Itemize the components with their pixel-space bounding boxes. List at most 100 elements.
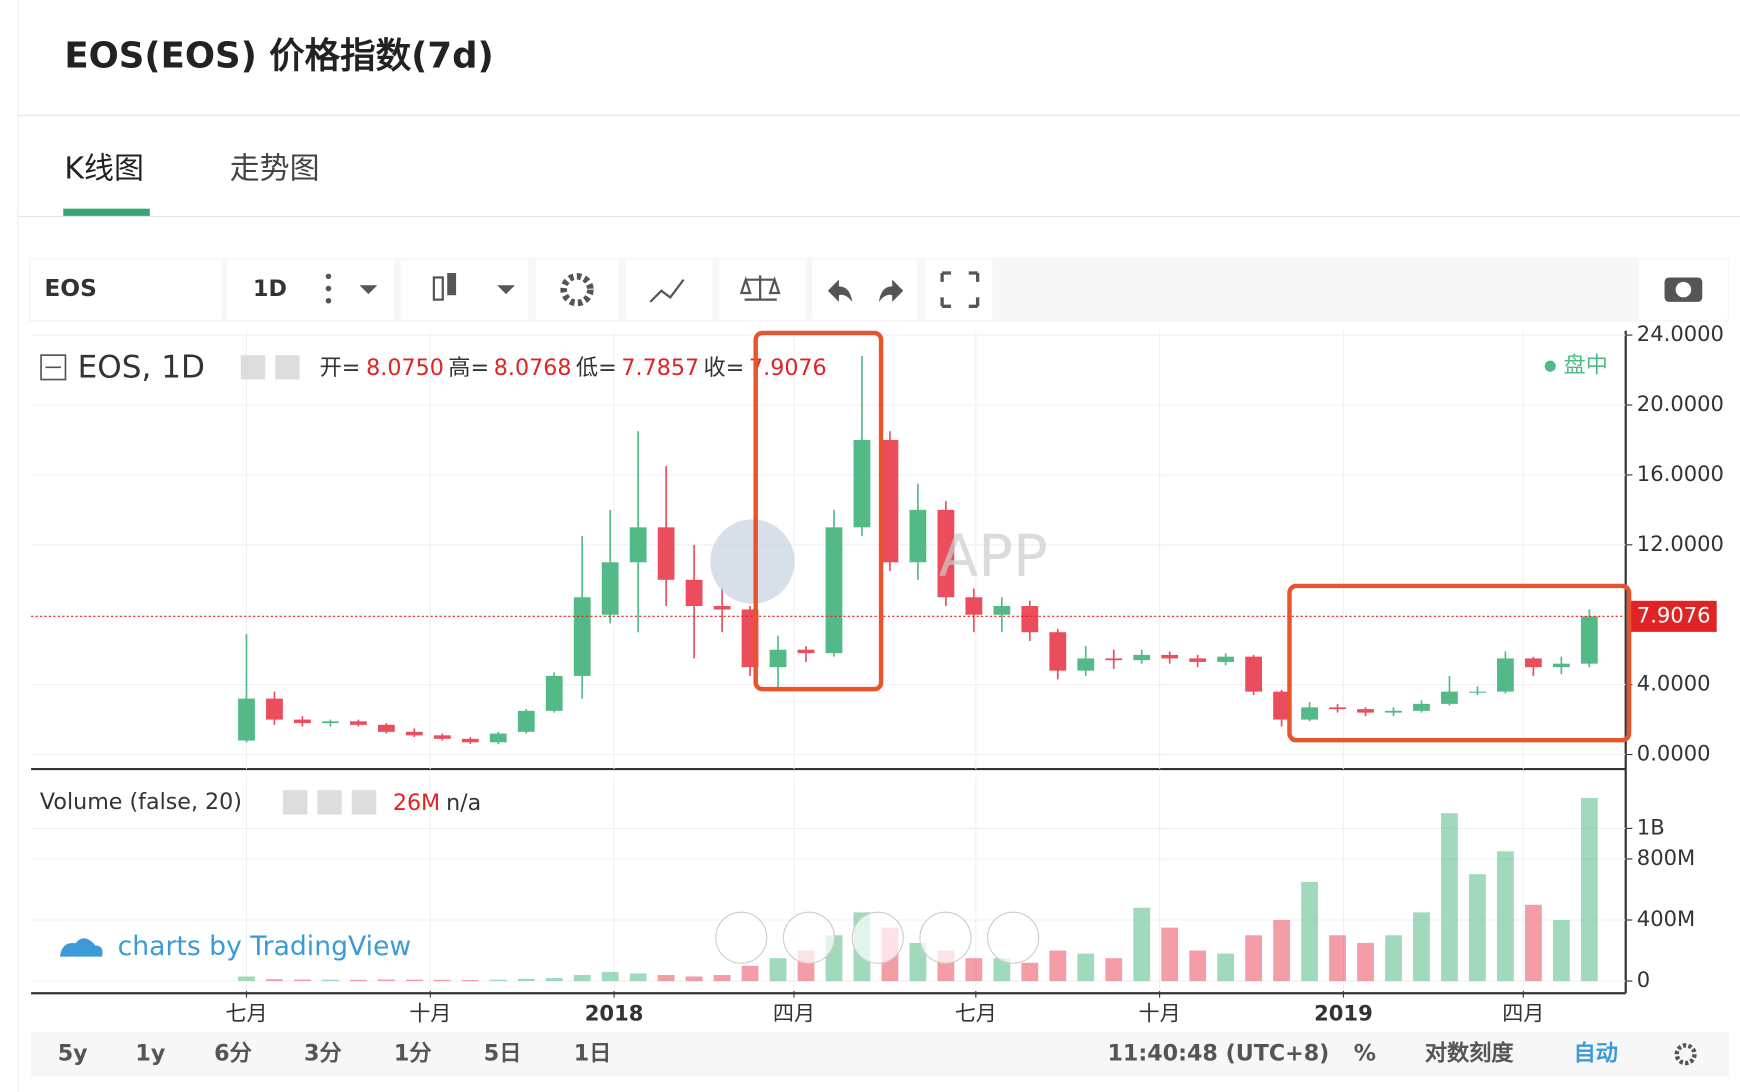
- range-btn[interactable]: 5y: [58, 1041, 88, 1067]
- icon: [497, 285, 515, 295]
- volume-value: 26M: [393, 790, 440, 816]
- icon: [940, 271, 980, 308]
- legend-value: 7.7857: [621, 355, 699, 381]
- watermark-logo: [710, 519, 795, 604]
- candle-body: [881, 439, 899, 563]
- volume-bar: [573, 974, 591, 982]
- volume-bar: [1049, 950, 1067, 982]
- y-tick-label: 0: [1637, 967, 1650, 992]
- candle-body: [909, 509, 927, 563]
- volume-extra: n/a: [446, 790, 481, 816]
- scroll-left[interactable]: [715, 911, 768, 964]
- candle-body: [377, 724, 395, 732]
- volume-bar: [1021, 962, 1039, 982]
- range-btn[interactable]: 3分: [304, 1041, 342, 1067]
- candle-body: [1189, 658, 1207, 662]
- volume-bar: [322, 979, 339, 982]
- range-btn[interactable]: 5日: [484, 1041, 522, 1067]
- volume-bar: [1357, 942, 1374, 982]
- candle-body: [1161, 654, 1179, 659]
- icon: [447, 273, 457, 296]
- zoom-out[interactable]: [782, 911, 836, 964]
- candle-body: [825, 527, 843, 654]
- x-tick-label: 四月: [1502, 1000, 1544, 1025]
- candle-body: [853, 439, 871, 528]
- candle-body: [1413, 703, 1430, 711]
- eye-icon[interactable]: [240, 355, 266, 380]
- range-btn[interactable]: 1分: [394, 1041, 432, 1067]
- scroll-right[interactable]: [987, 911, 1040, 964]
- tab[interactable]: K线图: [64, 151, 144, 186]
- range-btn[interactable]: 1日: [574, 1041, 612, 1067]
- icon: [739, 275, 781, 301]
- x-tick-label: 2019: [1314, 1000, 1373, 1025]
- icon: [325, 297, 332, 304]
- volume-bar: [266, 979, 283, 982]
- volume-bar: [405, 979, 423, 982]
- candle-body: [461, 738, 479, 743]
- highlight-box: [1287, 583, 1632, 743]
- plot-layer: 0.0000 4.0000 12.0000 16.0000 20.0000 24.0000…: [31, 321, 1724, 1025]
- candle-body: [601, 562, 619, 615]
- candle-body: [1105, 658, 1123, 661]
- icon: [649, 279, 685, 303]
- candle-body: [1497, 658, 1514, 692]
- toolbar: EOS 1D: [28, 257, 1729, 322]
- range-btn[interactable]: 1y: [135, 1041, 165, 1067]
- candle-body: [657, 527, 675, 580]
- percent-btn[interactable]: %: [1354, 1041, 1376, 1067]
- candle-body: [1273, 691, 1290, 720]
- volume-bar: [601, 971, 619, 982]
- y-tick-label: 1B: [1637, 814, 1665, 839]
- page-title: EOS(EOS) 价格指数(7d): [64, 36, 493, 77]
- credit[interactable]: charts by TradingView: [118, 931, 412, 962]
- auto-btn[interactable]: 自动: [1574, 1041, 1618, 1067]
- x-tick-label: 十月: [409, 1000, 451, 1025]
- fullscreen-btn[interactable]: [925, 259, 993, 320]
- x-tick-label: 七月: [955, 1000, 997, 1025]
- reset[interactable]: [851, 911, 904, 964]
- legend-value: 8.0768: [494, 355, 572, 381]
- candle-body: [629, 527, 647, 563]
- zoom-in[interactable]: [919, 911, 972, 964]
- legend-label: 收=: [704, 355, 745, 381]
- volume-bar: [1245, 935, 1263, 982]
- icon: [325, 273, 332, 280]
- candle-body: [1077, 658, 1095, 671]
- candle-body: [573, 597, 591, 676]
- candle-body: [405, 731, 423, 736]
- volume-bar: [349, 979, 367, 982]
- eye-icon[interactable]: [282, 790, 308, 815]
- icon: [827, 279, 853, 302]
- volume-bar: [1497, 851, 1514, 982]
- volume-bar: [685, 976, 703, 982]
- candle-body: [1441, 691, 1458, 704]
- log-btn[interactable]: 对数刻度: [1425, 1040, 1515, 1067]
- volume-bar: [238, 976, 255, 982]
- collapse-icon[interactable]: [40, 354, 67, 381]
- candle-body: [517, 710, 535, 732]
- gear-icon[interactable]: [275, 355, 300, 380]
- gear-icon[interactable]: [317, 790, 342, 815]
- interval[interactable]: 1D: [253, 276, 287, 302]
- candle-body: [294, 719, 311, 724]
- settings-btn[interactable]: [535, 259, 619, 320]
- watermark: APP: [939, 522, 1048, 590]
- x-tick-label: 四月: [773, 1000, 815, 1025]
- zoom-controls: [715, 911, 1040, 964]
- tab[interactable]: 走势图: [230, 151, 320, 186]
- close-icon[interactable]: [351, 790, 377, 815]
- symbol[interactable]: EOS: [44, 275, 97, 302]
- volume-bar: [1441, 813, 1458, 982]
- clock: 11:40:48 (UTC+8): [1107, 1041, 1329, 1067]
- symbol-box[interactable]: [31, 259, 222, 320]
- y-tick-label: 20.0000: [1637, 391, 1724, 416]
- indicators-btn[interactable]: [625, 259, 713, 320]
- y-tick-label: 12.0000: [1637, 531, 1724, 556]
- compare-btn[interactable]: [719, 259, 806, 320]
- range-btn[interactable]: 6分: [214, 1041, 252, 1067]
- candle-body: [937, 509, 955, 598]
- legend-label: 开=: [320, 355, 361, 381]
